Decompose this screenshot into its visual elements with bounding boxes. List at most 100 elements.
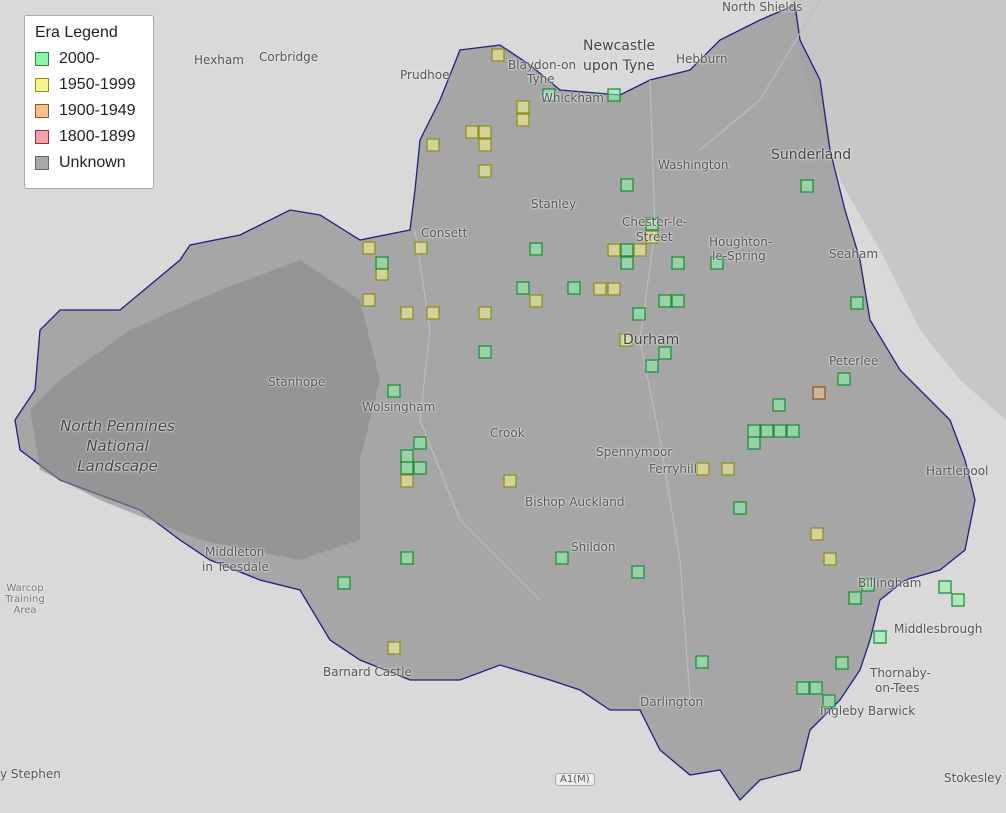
site-marker-1950-1999[interactable] bbox=[516, 100, 530, 114]
site-marker-1950-1999[interactable] bbox=[645, 230, 659, 244]
site-marker-2000[interactable] bbox=[850, 296, 864, 310]
site-marker-1950-1999[interactable] bbox=[619, 333, 633, 347]
site-marker-2000[interactable] bbox=[387, 384, 401, 398]
place-label: Darlington bbox=[640, 695, 704, 709]
legend-swatch bbox=[35, 78, 49, 92]
place-label: Shildon bbox=[571, 540, 616, 554]
site-marker-1950-1999[interactable] bbox=[696, 462, 710, 476]
site-marker-2000[interactable] bbox=[529, 242, 543, 256]
place-label: Tyne bbox=[527, 72, 555, 86]
site-marker-2000[interactable] bbox=[835, 656, 849, 670]
site-marker-1950-1999[interactable] bbox=[516, 113, 530, 127]
site-marker-2000[interactable] bbox=[800, 179, 814, 193]
legend-items: 2000- 1950-1999 1900-1949 1800-1899 Unknown bbox=[35, 46, 143, 176]
site-marker-2000[interactable] bbox=[542, 88, 556, 102]
site-marker-2000[interactable] bbox=[413, 436, 427, 450]
site-marker-1950-1999[interactable] bbox=[491, 48, 505, 62]
place-label: Warcop Training Area bbox=[0, 583, 50, 616]
site-marker-2000[interactable] bbox=[695, 655, 709, 669]
site-marker-2000[interactable] bbox=[837, 372, 851, 386]
site-marker-2000[interactable] bbox=[478, 345, 492, 359]
site-marker-1950-1999[interactable] bbox=[721, 462, 735, 476]
place-label: Consett bbox=[421, 226, 468, 240]
site-marker-2000[interactable] bbox=[822, 694, 836, 708]
legend-title: Era Legend bbox=[35, 24, 118, 41]
site-marker-2000[interactable] bbox=[951, 593, 965, 607]
site-marker-2000[interactable] bbox=[658, 346, 672, 360]
site-marker-2000[interactable] bbox=[632, 307, 646, 321]
place-label: Ferryhill bbox=[649, 462, 697, 476]
legend-label: 2000- bbox=[59, 50, 100, 67]
site-marker-1950-1999[interactable] bbox=[503, 474, 517, 488]
site-marker-2000[interactable] bbox=[861, 578, 875, 592]
site-marker-1950-1999[interactable] bbox=[529, 294, 543, 308]
site-marker-1950-1999[interactable] bbox=[362, 293, 376, 307]
site-marker-1950-1999[interactable] bbox=[414, 241, 428, 255]
site-marker-1950-1999[interactable] bbox=[607, 243, 621, 257]
site-marker-1950-1999[interactable] bbox=[478, 125, 492, 139]
legend-item: 1800-1899 bbox=[35, 124, 143, 150]
site-marker-2000[interactable] bbox=[747, 424, 761, 438]
place-label: Washington bbox=[658, 158, 729, 172]
site-marker-2000[interactable] bbox=[620, 178, 634, 192]
site-marker-2000[interactable] bbox=[645, 359, 659, 373]
site-marker-2000[interactable] bbox=[710, 256, 724, 270]
site-marker-1950-1999[interactable] bbox=[375, 267, 389, 281]
site-marker-2000[interactable] bbox=[400, 461, 414, 475]
site-marker-2000[interactable] bbox=[620, 243, 634, 257]
site-marker-2000[interactable] bbox=[631, 565, 645, 579]
site-marker-2000[interactable] bbox=[772, 398, 786, 412]
site-marker-1950-1999[interactable] bbox=[810, 527, 824, 541]
site-marker-2000[interactable] bbox=[620, 256, 634, 270]
site-marker-2000[interactable] bbox=[809, 681, 823, 695]
place-label: y Stephen bbox=[0, 767, 61, 781]
site-marker-1950-1999[interactable] bbox=[823, 552, 837, 566]
site-marker-2000[interactable] bbox=[645, 217, 659, 231]
site-marker-2000[interactable] bbox=[733, 501, 747, 515]
site-marker-1950-1999[interactable] bbox=[593, 282, 607, 296]
site-marker-2000[interactable] bbox=[796, 681, 810, 695]
site-marker-1950-1999[interactable] bbox=[400, 474, 414, 488]
site-marker-2000[interactable] bbox=[671, 256, 685, 270]
legend-item: Unknown bbox=[35, 150, 143, 176]
site-marker-2000[interactable] bbox=[337, 576, 351, 590]
place-label: Middlesbrough bbox=[894, 622, 983, 636]
site-marker-2000[interactable] bbox=[400, 449, 414, 463]
place-label: National bbox=[86, 437, 149, 455]
site-marker-2000[interactable] bbox=[873, 630, 887, 644]
site-marker-1950-1999[interactable] bbox=[387, 641, 401, 655]
site-marker-1950-1999[interactable] bbox=[478, 164, 492, 178]
site-marker-2000[interactable] bbox=[848, 591, 862, 605]
site-marker-2000[interactable] bbox=[555, 551, 569, 565]
site-marker-1900-1949[interactable] bbox=[812, 386, 826, 400]
site-marker-1950-1999[interactable] bbox=[465, 125, 479, 139]
site-marker-1950-1999[interactable] bbox=[400, 306, 414, 320]
site-marker-2000[interactable] bbox=[413, 461, 427, 475]
site-marker-2000[interactable] bbox=[938, 580, 952, 594]
site-marker-1950-1999[interactable] bbox=[478, 138, 492, 152]
place-label: North Shields bbox=[722, 0, 803, 14]
site-marker-1950-1999[interactable] bbox=[633, 243, 647, 257]
place-label: Durham bbox=[623, 332, 680, 348]
site-marker-2000[interactable] bbox=[607, 88, 621, 102]
site-marker-2000[interactable] bbox=[375, 256, 389, 270]
place-label: Newcastle bbox=[583, 38, 656, 54]
legend-swatch bbox=[35, 156, 49, 170]
site-marker-2000[interactable] bbox=[747, 436, 761, 450]
site-marker-1950-1999[interactable] bbox=[607, 282, 621, 296]
site-marker-2000[interactable] bbox=[760, 424, 774, 438]
site-marker-2000[interactable] bbox=[567, 281, 581, 295]
place-label: Crook bbox=[490, 426, 525, 440]
site-marker-2000[interactable] bbox=[658, 294, 672, 308]
site-marker-2000[interactable] bbox=[786, 424, 800, 438]
site-marker-2000[interactable] bbox=[400, 551, 414, 565]
site-marker-1950-1999[interactable] bbox=[426, 138, 440, 152]
place-label: le-Spring bbox=[712, 249, 766, 263]
site-marker-2000[interactable] bbox=[516, 281, 530, 295]
site-marker-1950-1999[interactable] bbox=[478, 306, 492, 320]
site-marker-2000[interactable] bbox=[671, 294, 685, 308]
site-marker-1950-1999[interactable] bbox=[426, 306, 440, 320]
site-marker-2000[interactable] bbox=[773, 424, 787, 438]
site-marker-1950-1999[interactable] bbox=[362, 241, 376, 255]
